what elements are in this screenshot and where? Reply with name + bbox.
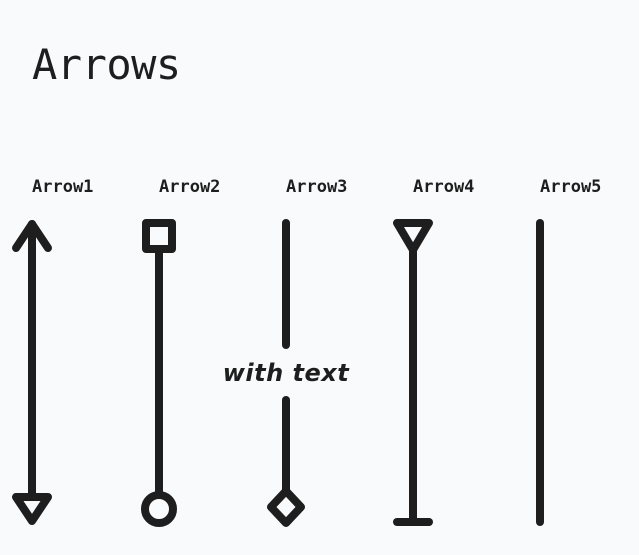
arrow1-end-triangle-icon [12,493,52,525]
arrow1-label: Arrow1 [32,177,94,197]
arrow3-label: Arrow3 [286,177,348,197]
arrow2-start-square-icon [142,219,176,253]
arrow2-label: Arrow2 [159,177,221,197]
arrow3-end-diamond-icon [267,487,305,527]
arrow1[interactable] [12,220,52,525]
arrow4-label: Arrow4 [413,177,475,197]
arrow2[interactable] [141,219,177,527]
arrow3[interactable] [267,219,305,527]
arrow4-start-triangle-icon [393,219,433,254]
arrow5-label: Arrow5 [540,177,602,197]
arrow1-start-arrowhead-icon [12,220,52,252]
arrow3-annotation: with text [223,359,351,387]
arrow4[interactable] [393,219,433,526]
arrow2-end-circle-icon [141,491,177,527]
page-title: Arrows [32,40,181,89]
